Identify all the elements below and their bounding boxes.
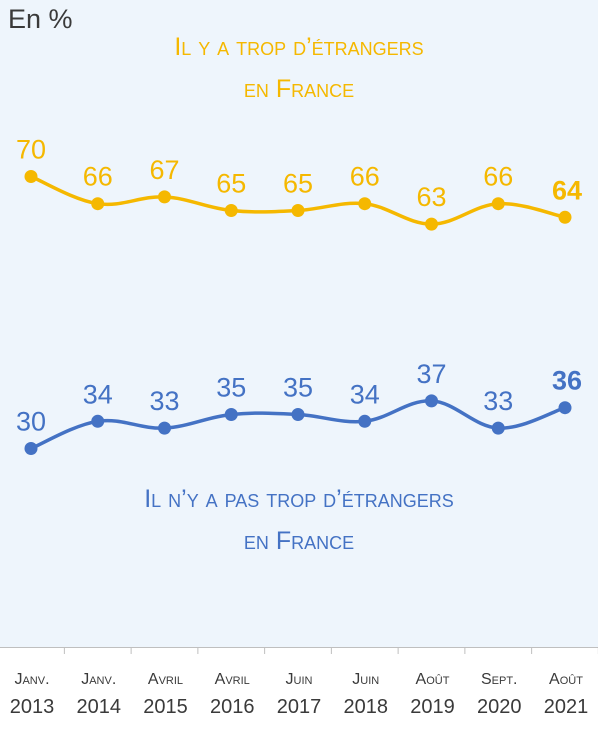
data-point-0-4 (291, 204, 305, 217)
x-tick-label-year-3: 2016 (210, 696, 255, 718)
data-label-1-7: 33 (483, 386, 513, 416)
data-point-0-1 (91, 197, 105, 211)
data-point-0-6 (425, 217, 438, 231)
series-title-trop-line-2: en France (243, 75, 355, 103)
x-tick-label-year-0: 2013 (10, 696, 55, 718)
x-tick-label-year-1: 2014 (77, 696, 122, 718)
x-tick-label-year-8: 2021 (544, 696, 589, 718)
data-label-0-0: 70 (16, 135, 46, 165)
data-label-0-7: 66 (483, 162, 513, 192)
series-title-pas-trop-line-1: Il n’y a pas trop d’étrangers (144, 485, 454, 513)
data-point-0-3 (224, 204, 238, 217)
x-tick-label-month-2: Avril (148, 671, 183, 688)
data-label-1-3: 35 (216, 373, 246, 403)
data-point-1-4 (291, 408, 305, 421)
data-label-1-6: 37 (416, 359, 446, 389)
data-label-0-6: 63 (416, 182, 446, 212)
x-tick-label-year-5: 2018 (344, 696, 389, 718)
data-point-0-0 (24, 170, 38, 183)
data-label-0-1: 66 (83, 162, 113, 192)
data-label-1-4: 35 (283, 373, 313, 403)
x-tick-label-month-6: Août (416, 671, 450, 688)
x-tick-label-year-7: 2020 (477, 696, 522, 718)
data-point-1-2 (158, 421, 171, 435)
series-title-trop: Il y a trop d’étrangers en France (0, 26, 598, 110)
data-point-1-7 (491, 421, 505, 435)
data-label-0-8: 64 (552, 175, 582, 205)
series-title-pas-trop-line-2: en France (243, 527, 355, 555)
data-label-0-4: 65 (283, 169, 313, 199)
x-tick-label-month-5: Juin (352, 671, 379, 688)
data-label-1-2: 33 (149, 386, 179, 416)
data-point-0-8 (558, 210, 572, 224)
x-tick-label-year-2: 2015 (143, 696, 188, 718)
data-label-1-8: 36 (552, 366, 582, 396)
data-point-1-8 (558, 401, 572, 415)
x-tick-label-year-4: 2017 (277, 696, 322, 718)
x-tick-label-month-1: Janv. (81, 671, 116, 688)
data-label-0-3: 65 (216, 169, 246, 199)
data-point-0-7 (491, 197, 505, 211)
plot-area (0, 0, 598, 647)
series-title-pas-trop: Il n’y a pas trop d’étrangers en France (0, 478, 598, 562)
data-label-1-5: 34 (350, 379, 380, 409)
data-label-0-2: 67 (149, 155, 179, 185)
x-tick-label-month-0: Janv. (14, 671, 49, 688)
data-point-0-5 (358, 197, 372, 211)
data-point-1-5 (358, 414, 372, 428)
x-tick-label-year-6: 2019 (410, 696, 455, 718)
x-tick-label-month-4: Juin (286, 671, 313, 688)
data-point-1-1 (91, 414, 105, 428)
data-point-1-6 (425, 394, 438, 408)
data-label-0-5: 66 (350, 162, 380, 192)
series-title-trop-line-1: Il y a trop d’étrangers (174, 33, 424, 61)
unit-label: En % (8, 4, 73, 34)
data-point-1-3 (224, 408, 238, 421)
data-point-0-2 (158, 190, 171, 204)
x-tick-label-month-7: Sept. (481, 671, 518, 688)
x-tick-label-month-3: Avril (215, 671, 250, 688)
x-tick-label-month-8: Août (549, 671, 583, 688)
data-point-1-0 (24, 442, 38, 455)
data-label-1-1: 34 (83, 379, 113, 409)
data-label-1-0: 30 (16, 407, 46, 437)
